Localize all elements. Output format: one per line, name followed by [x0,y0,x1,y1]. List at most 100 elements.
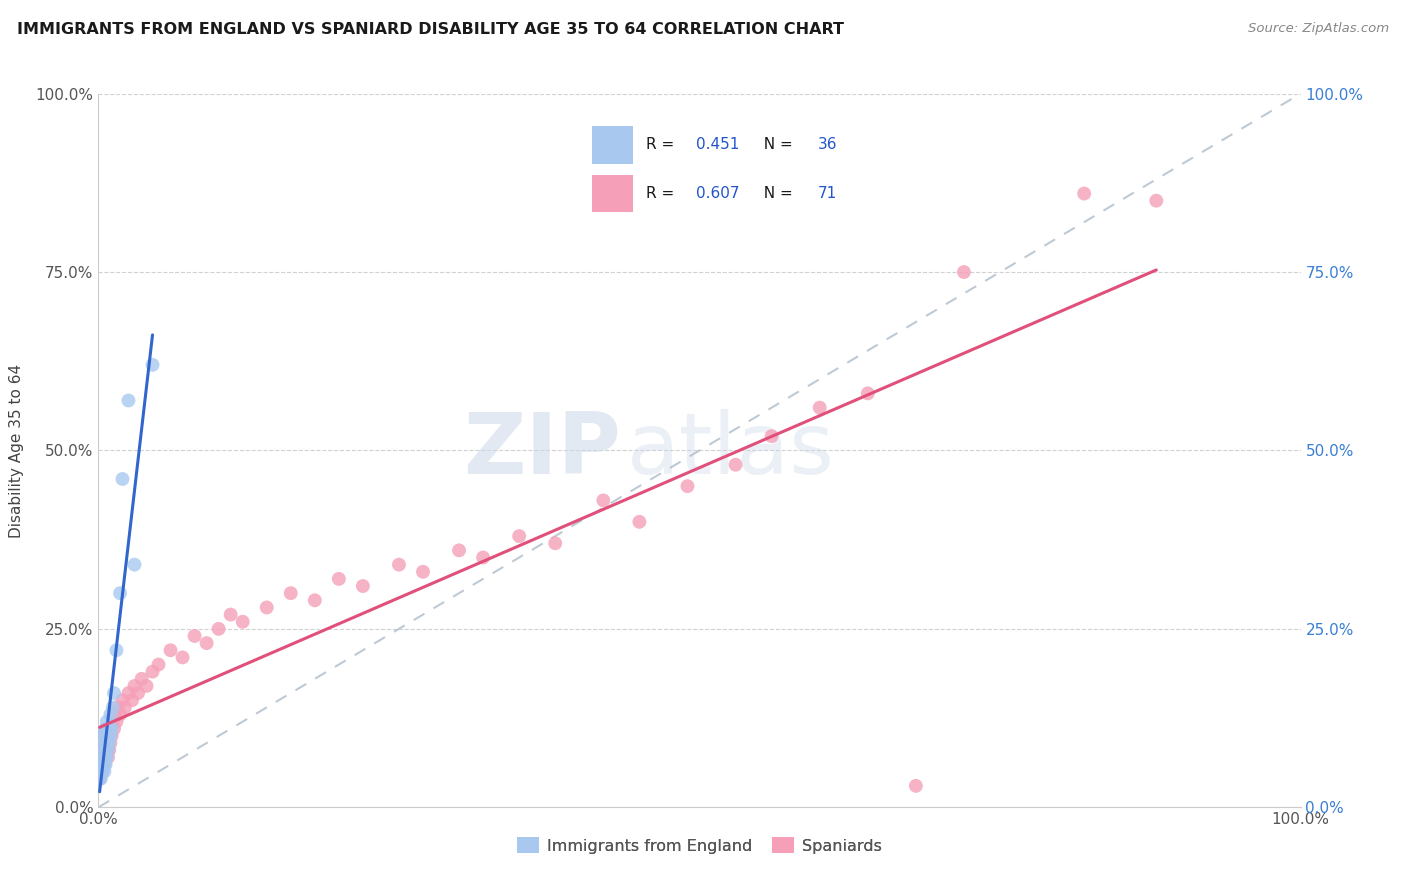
Point [100,707,122,722]
Point [124,558,146,572]
Point [93,757,115,772]
Point [91,729,114,743]
Point [90,750,112,764]
Point [328,572,350,586]
Point [141,665,163,679]
Point [91,750,114,764]
Point [108,586,131,600]
Point [93,750,115,764]
Point [1073,186,1095,201]
Point [103,722,125,736]
Point [117,393,139,408]
Point [232,615,254,629]
Point [105,643,128,657]
Point [104,707,127,722]
Point [91,729,114,743]
Point [472,550,495,565]
Point [676,479,699,493]
Point [89,757,111,772]
Point [280,586,302,600]
Point [856,386,879,401]
Point [412,565,434,579]
Point [195,636,218,650]
Point [94,736,117,750]
Point [172,650,194,665]
Point [101,700,124,714]
Bar [592,175,634,212]
Point [135,679,157,693]
Point [97,743,120,757]
Point [89,772,111,786]
Point [91,736,114,750]
Point [100,729,122,743]
Text: 36: 36 [818,137,838,153]
Text: Source: ZipAtlas.com: Source: ZipAtlas.com [1249,22,1389,36]
Point [108,707,131,722]
Point [90,772,112,786]
Point [91,750,114,764]
Point [508,529,530,543]
Point [111,693,134,707]
Point [111,472,134,486]
Point [544,536,567,550]
Point [93,743,115,757]
Point [90,764,112,779]
Point [131,672,153,686]
Point [103,686,125,700]
Point [124,679,146,693]
Point [159,643,181,657]
Y-axis label: Disability Age 35 to 64: Disability Age 35 to 64 [10,363,24,538]
Point [96,729,118,743]
Point [93,729,115,743]
Text: atlas: atlas [627,409,835,492]
Point [97,750,120,764]
Text: N =: N = [755,186,799,201]
Point [100,729,122,743]
Point [183,629,205,643]
Point [91,757,114,772]
Point [100,722,122,736]
Point [91,757,114,772]
Point [808,401,831,415]
Point [98,736,121,750]
Point [724,458,747,472]
Text: IMMIGRANTS FROM ENGLAND VS SPANIARD DISABILITY AGE 35 TO 64 CORRELATION CHART: IMMIGRANTS FROM ENGLAND VS SPANIARD DISA… [17,22,844,37]
Point [98,729,121,743]
Point [107,700,129,714]
Point [117,686,139,700]
Point [91,743,114,757]
Point [105,714,128,729]
Point [256,600,278,615]
Point [904,779,927,793]
Point [96,736,118,750]
Point [219,607,242,622]
Point [121,693,143,707]
Legend: Immigrants from England, Spaniards: Immigrants from England, Spaniards [510,831,889,860]
Point [96,743,118,757]
Point [89,772,111,786]
Point [97,722,120,736]
Point [101,714,124,729]
Text: 71: 71 [818,186,838,201]
Point [93,729,115,743]
Point [96,750,118,764]
Point [141,358,163,372]
Point [96,714,118,729]
Point [761,429,783,443]
Text: 0.607: 0.607 [696,186,740,201]
Point [90,761,112,775]
Point [100,722,122,736]
Point [114,700,136,714]
Point [91,764,114,779]
Point [592,493,614,508]
Point [97,736,120,750]
Point [91,757,114,772]
Point [94,750,117,764]
Point [89,764,111,779]
Text: R =: R = [647,186,679,201]
Point [91,743,114,757]
Point [91,764,114,779]
Point [388,558,411,572]
Point [447,543,470,558]
Point [94,757,117,772]
